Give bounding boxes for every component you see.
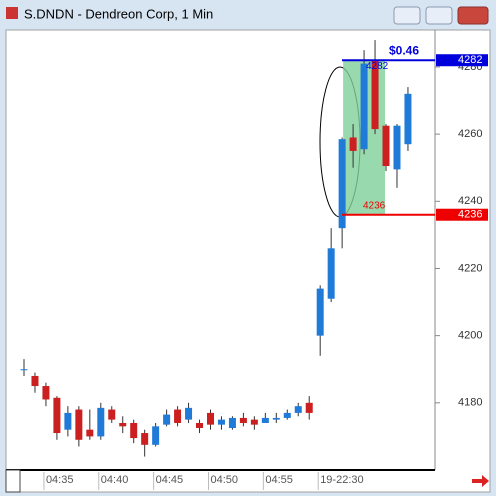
candle-body bbox=[327, 248, 335, 299]
candle-body bbox=[338, 139, 346, 229]
candle-body bbox=[86, 429, 94, 437]
scroll-arrow[interactable] bbox=[472, 475, 489, 487]
window-icon bbox=[6, 7, 18, 19]
candle-body bbox=[119, 422, 127, 427]
close-button[interactable] bbox=[457, 6, 489, 25]
window-title: S.DNDN - Dendreon Corp, 1 Min bbox=[24, 6, 213, 21]
candle-body bbox=[228, 417, 236, 429]
x-tick-label: 04:45 bbox=[156, 474, 184, 486]
candle-body bbox=[316, 288, 324, 336]
candle-body bbox=[349, 137, 357, 151]
candle-body bbox=[108, 409, 116, 420]
y-tick-label: 4180 bbox=[458, 397, 482, 409]
candle-body bbox=[20, 369, 28, 371]
price-change-annotation: $0.46 bbox=[389, 43, 419, 57]
candle-body bbox=[283, 412, 291, 418]
x-tick-label: 19-22:30 bbox=[320, 474, 363, 486]
x-tick-label: 04:50 bbox=[210, 474, 238, 486]
maximize-button[interactable] bbox=[425, 6, 453, 25]
candle-body bbox=[393, 125, 401, 170]
candle-body bbox=[130, 422, 138, 439]
scroll-box[interactable] bbox=[5, 469, 21, 493]
y-tick-label: 4240 bbox=[458, 195, 482, 207]
candle-body bbox=[185, 407, 193, 420]
candle-body bbox=[371, 60, 379, 130]
price-level-tag bbox=[436, 54, 488, 67]
price-level-label: 4236 bbox=[458, 209, 482, 221]
candle-body bbox=[250, 419, 258, 425]
candle-body bbox=[360, 63, 368, 150]
y-tick-label: 4260 bbox=[458, 128, 482, 140]
x-tick-label: 04:55 bbox=[265, 474, 293, 486]
candle-body bbox=[294, 406, 302, 413]
minimize-button[interactable] bbox=[393, 6, 421, 25]
candle-body bbox=[382, 125, 390, 167]
price-level-tag bbox=[436, 208, 488, 221]
candle-body bbox=[272, 417, 280, 420]
price-level-label: 4282 bbox=[458, 54, 482, 66]
candle-body bbox=[305, 402, 313, 413]
candle-body bbox=[196, 422, 204, 429]
candle-body bbox=[261, 417, 269, 423]
price-level-annotation: 4282 bbox=[366, 61, 389, 72]
candle-body bbox=[239, 417, 247, 423]
candle-body bbox=[174, 409, 182, 423]
x-tick-label: 04:40 bbox=[101, 474, 129, 486]
candle-body bbox=[53, 397, 61, 434]
candle-body bbox=[152, 426, 160, 445]
candle-body bbox=[217, 419, 225, 425]
x-tick-label: 04:35 bbox=[46, 474, 74, 486]
candle-body bbox=[75, 409, 83, 440]
candle-body bbox=[404, 93, 412, 145]
y-tick-label: 4220 bbox=[458, 262, 482, 274]
candle-body bbox=[206, 412, 214, 425]
price-level-annotation: 4236 bbox=[363, 200, 386, 211]
candle-body bbox=[97, 407, 105, 437]
candle-body bbox=[141, 433, 149, 445]
y-tick-label: 4200 bbox=[458, 330, 482, 342]
candle-body bbox=[42, 386, 50, 400]
candle-body bbox=[64, 412, 72, 430]
candle-body bbox=[31, 375, 39, 387]
candle-body bbox=[163, 414, 171, 425]
